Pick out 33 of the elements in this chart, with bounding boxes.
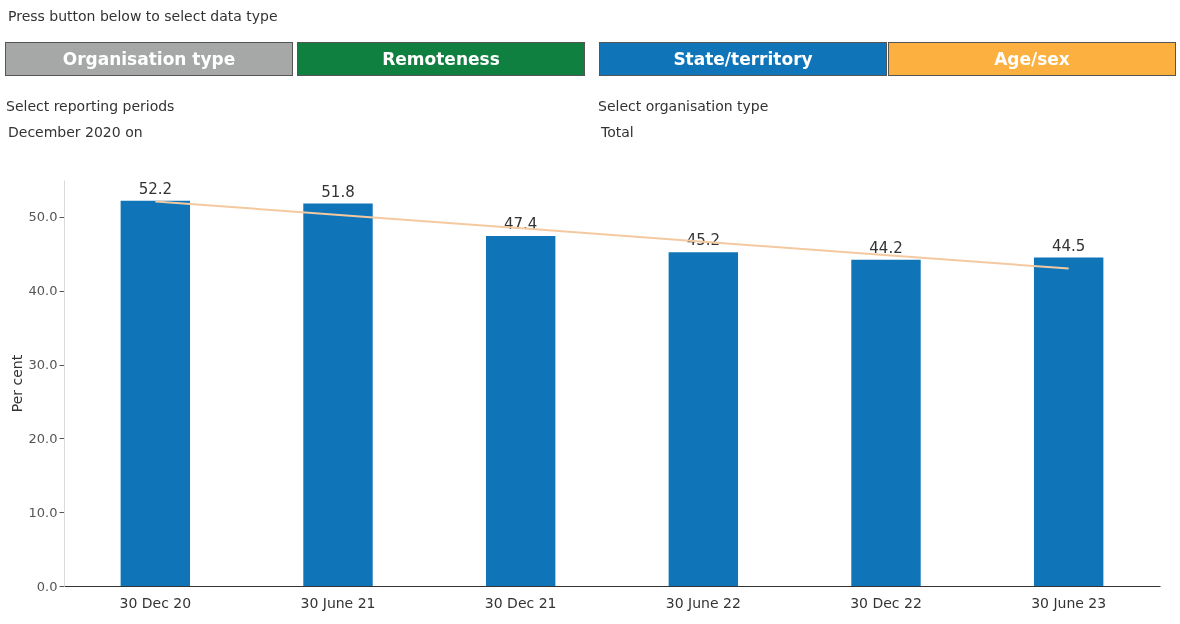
text: Select organisation type: [598, 98, 769, 114]
y-tick-label: 10.0: [28, 504, 58, 520]
bar: [485, 236, 556, 586]
text: Age/sex: [888, 42, 1176, 76]
x-tick-label: 30 Dec 22: [850, 594, 922, 611]
y-tick-label: 0.0: [36, 578, 58, 594]
data-label: 51.8: [321, 182, 355, 201]
bar: [120, 200, 191, 586]
bar: [1033, 257, 1104, 586]
x-tick-label: 30 June 22: [665, 594, 741, 611]
bar: [668, 252, 739, 586]
x-tick-label: 30 June 23: [1031, 594, 1107, 611]
text: Press button below to select data type: [8, 8, 278, 24]
y-tick-label: 40.0: [28, 283, 58, 299]
text: Select reporting periods: [6, 98, 175, 114]
y-tick-label: 30.0: [28, 357, 58, 373]
x-tick-label: 30 Dec 20: [119, 594, 192, 611]
text: December 2020 on: [8, 124, 143, 140]
text: State/territory: [599, 42, 887, 76]
data-label: 52.2: [138, 179, 173, 198]
text: Total: [601, 124, 634, 140]
data-label: 44.2: [869, 238, 903, 257]
y-axis-title: Per cent: [8, 354, 25, 413]
x-tick-label: 30 Dec 21: [484, 594, 557, 611]
data-label: 47.4: [503, 215, 538, 234]
text: Organisation type: [5, 42, 293, 76]
x-tick-label: 30 June 21: [300, 594, 376, 611]
y-tick-label: 20.0: [28, 430, 58, 446]
bar: [851, 259, 921, 586]
bar: [303, 203, 373, 586]
y-tick-label: 50.0: [28, 209, 58, 225]
data-label: 44.5: [1051, 236, 1086, 255]
text: Remoteness: [297, 42, 585, 76]
